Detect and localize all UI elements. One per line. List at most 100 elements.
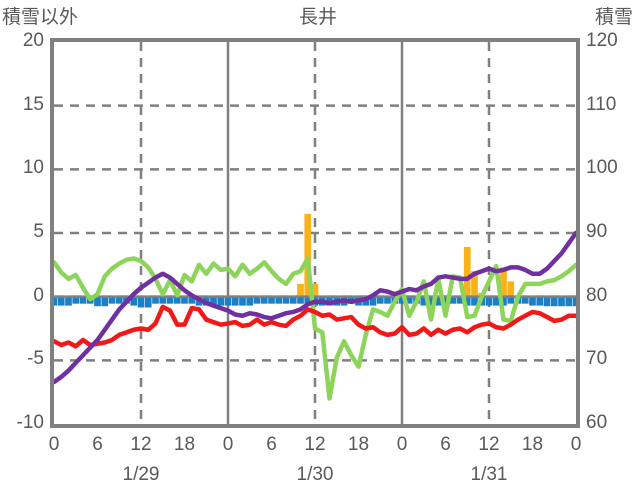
x-axis-tick: 6 (266, 434, 277, 455)
blue-bar (173, 296, 181, 304)
y-axis-right-tick: 70 (586, 348, 608, 370)
blue-bar (500, 296, 507, 306)
orange-bar (297, 283, 304, 297)
blue-bar (449, 296, 457, 304)
x-axis-tick: 18 (521, 434, 544, 455)
blue-bar (521, 296, 529, 304)
x-axis-tick: 0 (222, 434, 234, 455)
y-axis-left-tick: 15 (22, 93, 44, 115)
plot-canvas (54, 42, 576, 424)
blue-bar (224, 296, 232, 306)
y-axis-left-tick: -10 (16, 412, 44, 433)
blue-bar (536, 296, 544, 306)
orange-bar (304, 213, 312, 297)
y-axis-right-tick: 110 (586, 93, 617, 115)
blue-bar (217, 296, 225, 306)
blue-bar (188, 296, 196, 304)
blue-bar (137, 296, 145, 308)
blue-bar (239, 296, 246, 306)
y-axis-left-tick: -5 (27, 348, 44, 370)
x-axis-day-label: 1/29 (122, 464, 160, 485)
left-axis-title: 積雪以外 (2, 7, 79, 28)
blue-bar (108, 296, 116, 304)
blue-bar (297, 296, 304, 304)
green-line (54, 256, 576, 401)
blue-bar (289, 296, 297, 304)
blue-bar (57, 296, 65, 306)
blue-bar (210, 296, 217, 306)
blue-bar (94, 296, 101, 307)
blue-bar (558, 296, 565, 307)
blue-bar (304, 296, 312, 304)
y-axis-left-tick: 10 (22, 157, 44, 179)
orange-bar (471, 271, 478, 297)
blue-bar (565, 296, 573, 307)
blue-bar (398, 296, 406, 304)
blue-bar (572, 296, 576, 307)
x-axis-tick: 0 (396, 434, 408, 455)
y-axis-left-tick: 5 (33, 221, 44, 242)
blue-bar (115, 296, 123, 304)
orange-bar (311, 283, 319, 297)
red-line (54, 304, 576, 349)
x-axis-tick: 18 (173, 434, 196, 455)
blue-bar (492, 296, 500, 306)
blue-bar (507, 296, 515, 304)
orange-bar (500, 267, 507, 297)
x-axis-tick: 12 (130, 434, 152, 455)
blue-bar (369, 296, 377, 306)
blue-bar (463, 296, 471, 306)
blue-bar (384, 296, 391, 304)
blue-bar (427, 296, 435, 306)
blue-bar (282, 296, 290, 304)
x-axis-tick: 0 (48, 434, 60, 455)
blue-bar (529, 296, 536, 306)
y-axis-right-tick: 80 (586, 284, 608, 306)
blue-bar (246, 296, 254, 306)
x-axis-tick: 6 (92, 434, 103, 455)
plot-frame (50, 38, 580, 428)
blue-bar (442, 296, 449, 304)
orange-bar (463, 247, 471, 297)
blue-bar (456, 296, 464, 304)
right-axis-title: 積雪 (594, 7, 633, 28)
blue-bar (144, 296, 152, 308)
orange-bar (507, 281, 515, 297)
x-axis-tick: 18 (347, 434, 370, 455)
blue-bar (79, 296, 87, 304)
blue-bar (65, 296, 72, 306)
x-axis-day-label: 1/31 (470, 464, 508, 485)
y-axis-right-tick: 90 (586, 221, 608, 242)
page-title: 長井 (298, 7, 337, 28)
blue-bar (550, 296, 558, 307)
blue-bar (54, 296, 58, 306)
blue-bar (275, 296, 283, 304)
y-axis-right-tick: 120 (586, 30, 618, 51)
purple-line (54, 230, 576, 385)
y-axis-left-tick: 0 (33, 284, 44, 306)
y-axis-right-tick: 100 (586, 157, 618, 179)
blue-bar (130, 296, 138, 306)
blue-bar (231, 296, 239, 306)
blue-bar (471, 296, 478, 306)
blue-bar (434, 296, 442, 306)
blue-bar (253, 296, 261, 304)
x-axis-tick: 12 (304, 434, 326, 455)
blue-bar (485, 296, 493, 306)
blue-bar (268, 296, 275, 304)
y-axis-left-tick: 20 (22, 30, 44, 51)
blue-bar (159, 296, 167, 304)
blue-bar (101, 296, 109, 307)
blue-bar (260, 296, 268, 304)
blue-bar (543, 296, 551, 307)
x-axis-tick: 0 (570, 434, 582, 455)
blue-bar (152, 296, 159, 304)
blue-bar (181, 296, 188, 304)
x-axis-day-label: 1/30 (296, 464, 334, 485)
y-axis-right-tick: 60 (586, 412, 608, 433)
x-axis-tick: 12 (478, 434, 500, 455)
blue-bar (405, 296, 413, 304)
blue-bar (72, 296, 80, 304)
blue-bar (166, 296, 174, 304)
